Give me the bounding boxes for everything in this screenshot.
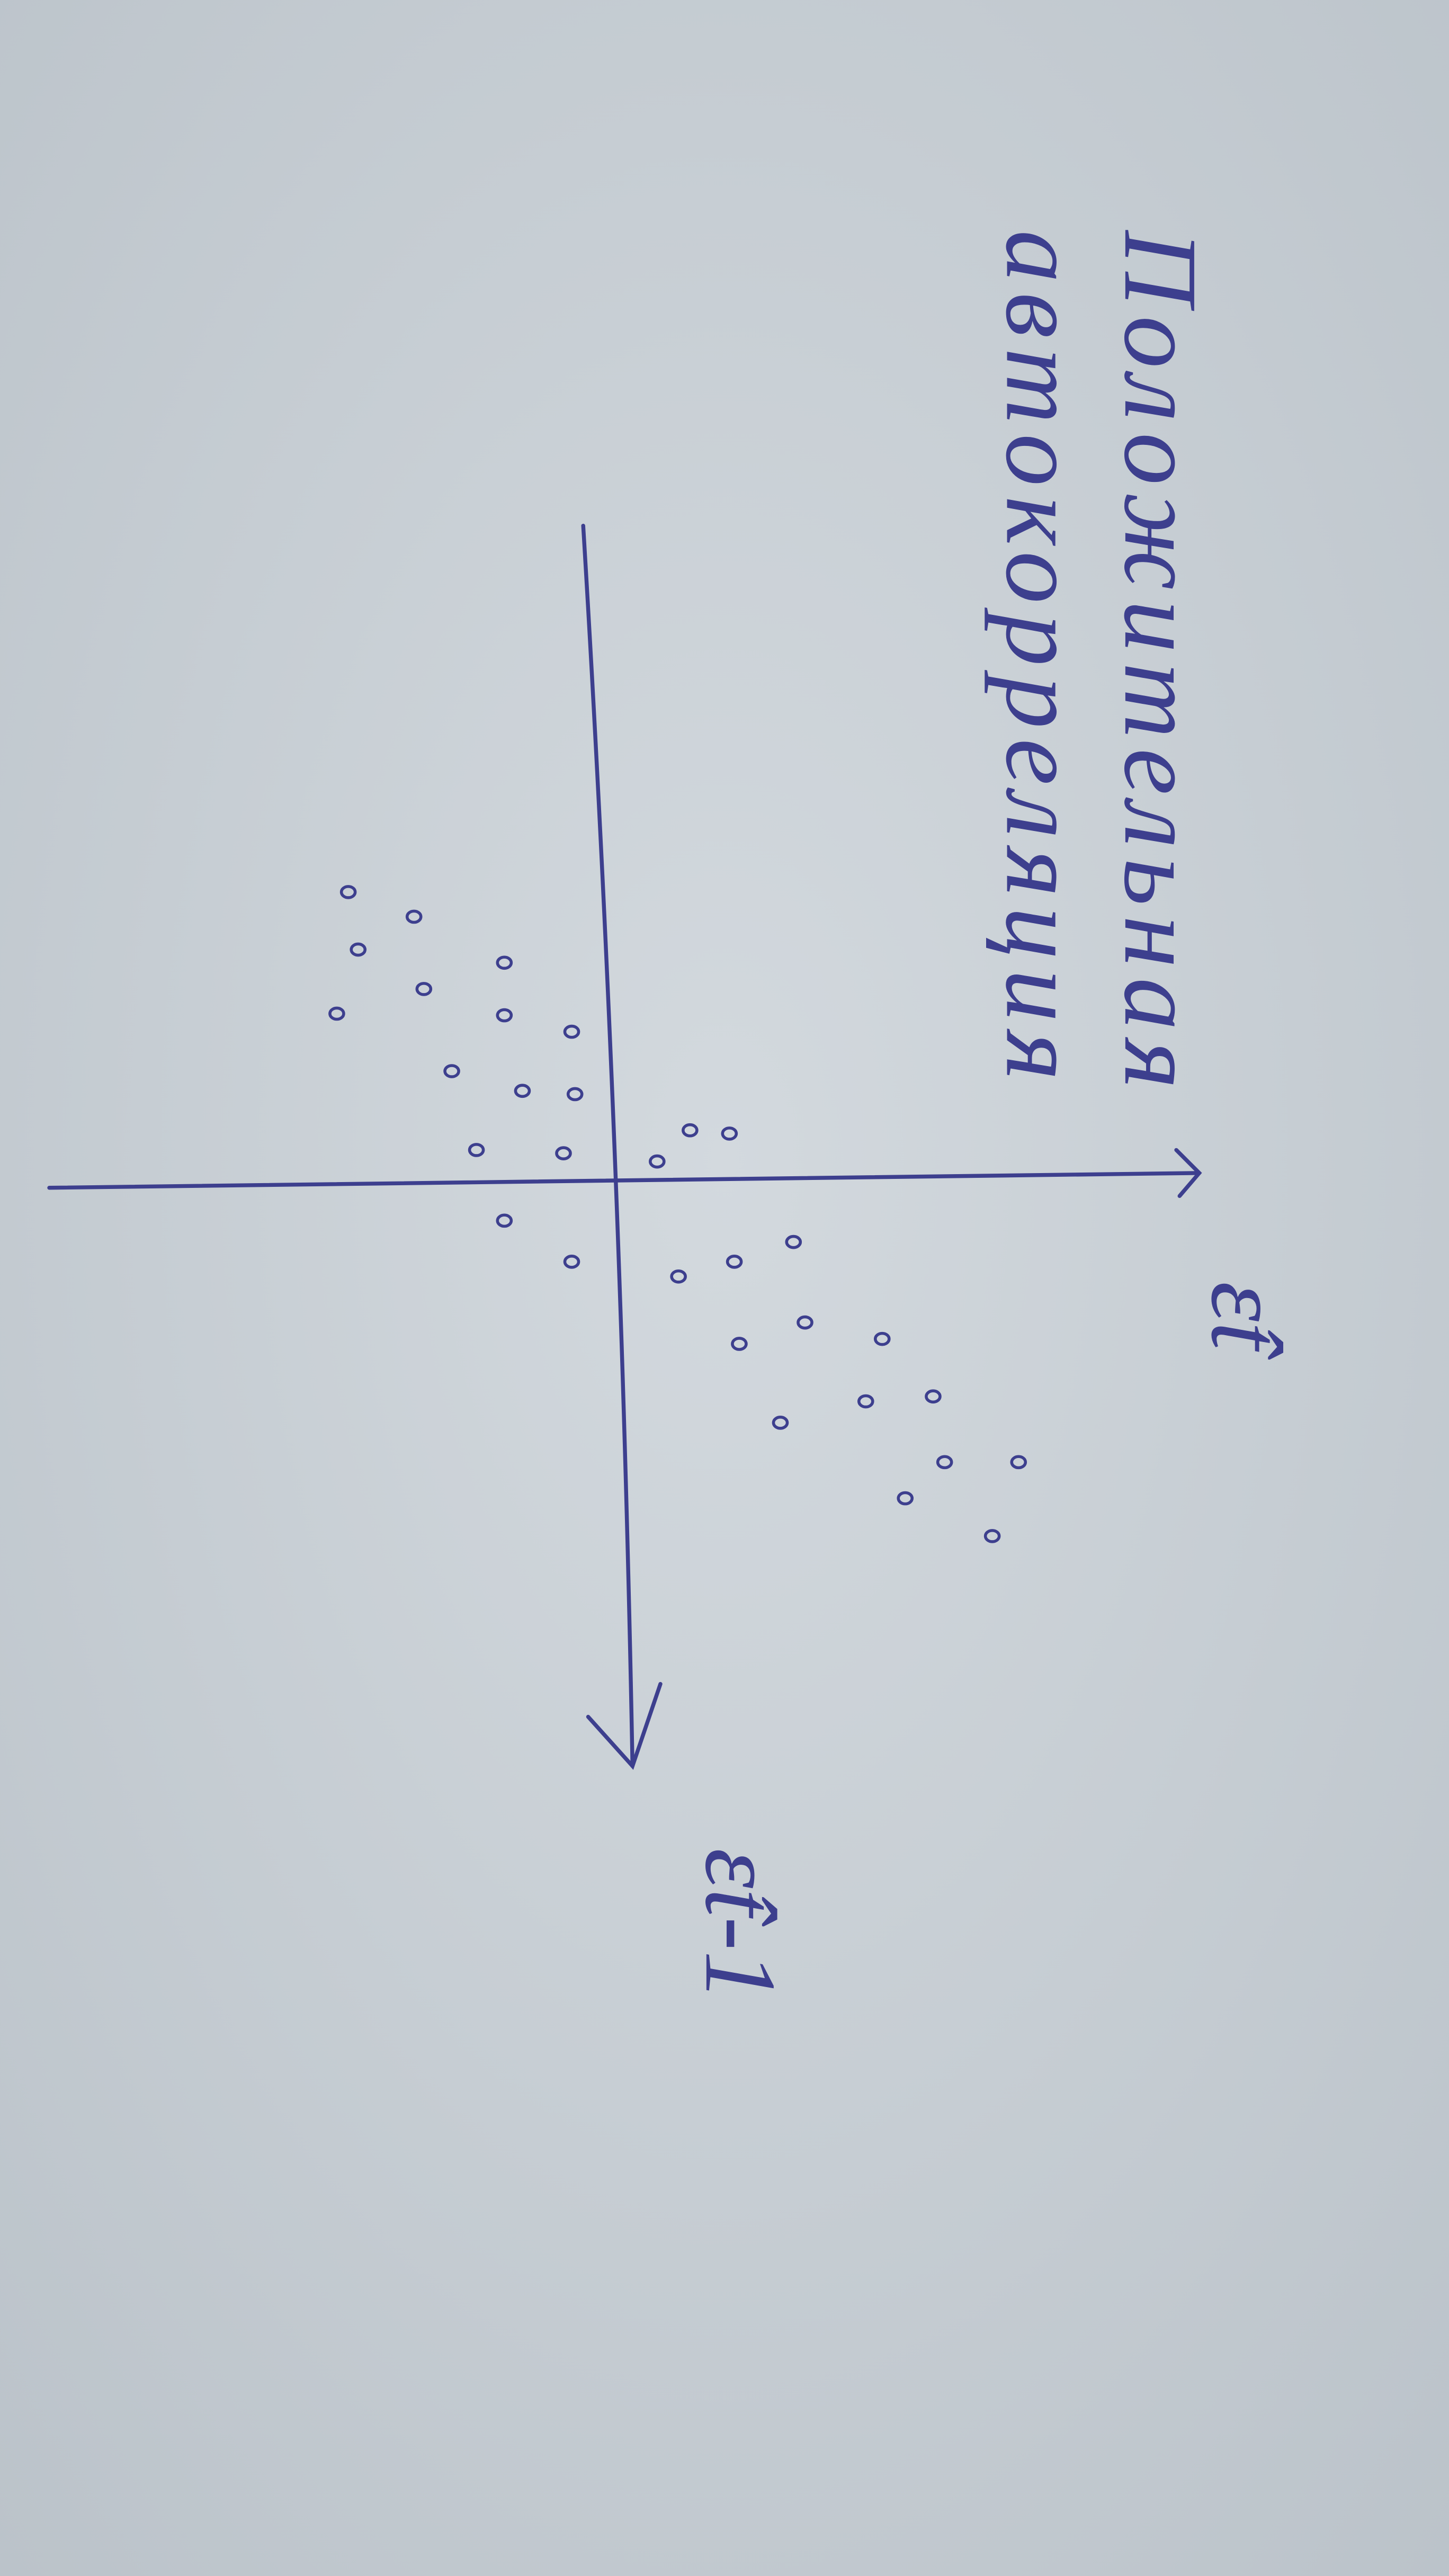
point — [936, 1455, 953, 1470]
point — [566, 1087, 584, 1102]
point — [405, 909, 423, 924]
point — [496, 1008, 513, 1023]
chart-title: Положительная автокорреляция — [984, 230, 1219, 1099]
y-axis-arrow — [1174, 1148, 1202, 1198]
x-axis-label: ε̂t-1 — [684, 1848, 797, 2001]
point — [797, 1315, 813, 1330]
point — [468, 1143, 485, 1157]
point — [873, 1331, 891, 1346]
axes: ε̂t ε̂t-1 — [47, 523, 1303, 2001]
point — [726, 1255, 743, 1269]
point — [682, 1123, 699, 1138]
point — [350, 942, 367, 957]
point — [443, 1064, 460, 1078]
point — [925, 1389, 942, 1404]
point — [514, 1084, 531, 1098]
marks — [328, 885, 1027, 1543]
point — [857, 1394, 874, 1409]
point — [721, 1126, 738, 1141]
y-axis-label: ε̂t — [1190, 1282, 1303, 1360]
point — [648, 1154, 666, 1169]
point — [731, 1337, 748, 1351]
point — [1010, 1455, 1027, 1470]
y-axis — [47, 1171, 1202, 1190]
point — [897, 1491, 914, 1506]
point — [496, 1213, 513, 1228]
x-axis-arrow — [586, 1681, 663, 1770]
point — [983, 1529, 1001, 1543]
point — [670, 1269, 687, 1284]
point — [563, 1255, 580, 1269]
point — [496, 955, 513, 970]
point — [772, 1416, 789, 1430]
x-axis — [581, 523, 635, 1768]
point — [415, 982, 433, 996]
title-group: Положительная автокорреляция — [984, 230, 1219, 1099]
point — [328, 1006, 345, 1021]
point — [555, 1146, 572, 1160]
point — [563, 1024, 580, 1039]
point — [785, 1235, 802, 1249]
point — [339, 885, 357, 899]
title-frame: Положительная автокорреляция — [984, 230, 1219, 1099]
